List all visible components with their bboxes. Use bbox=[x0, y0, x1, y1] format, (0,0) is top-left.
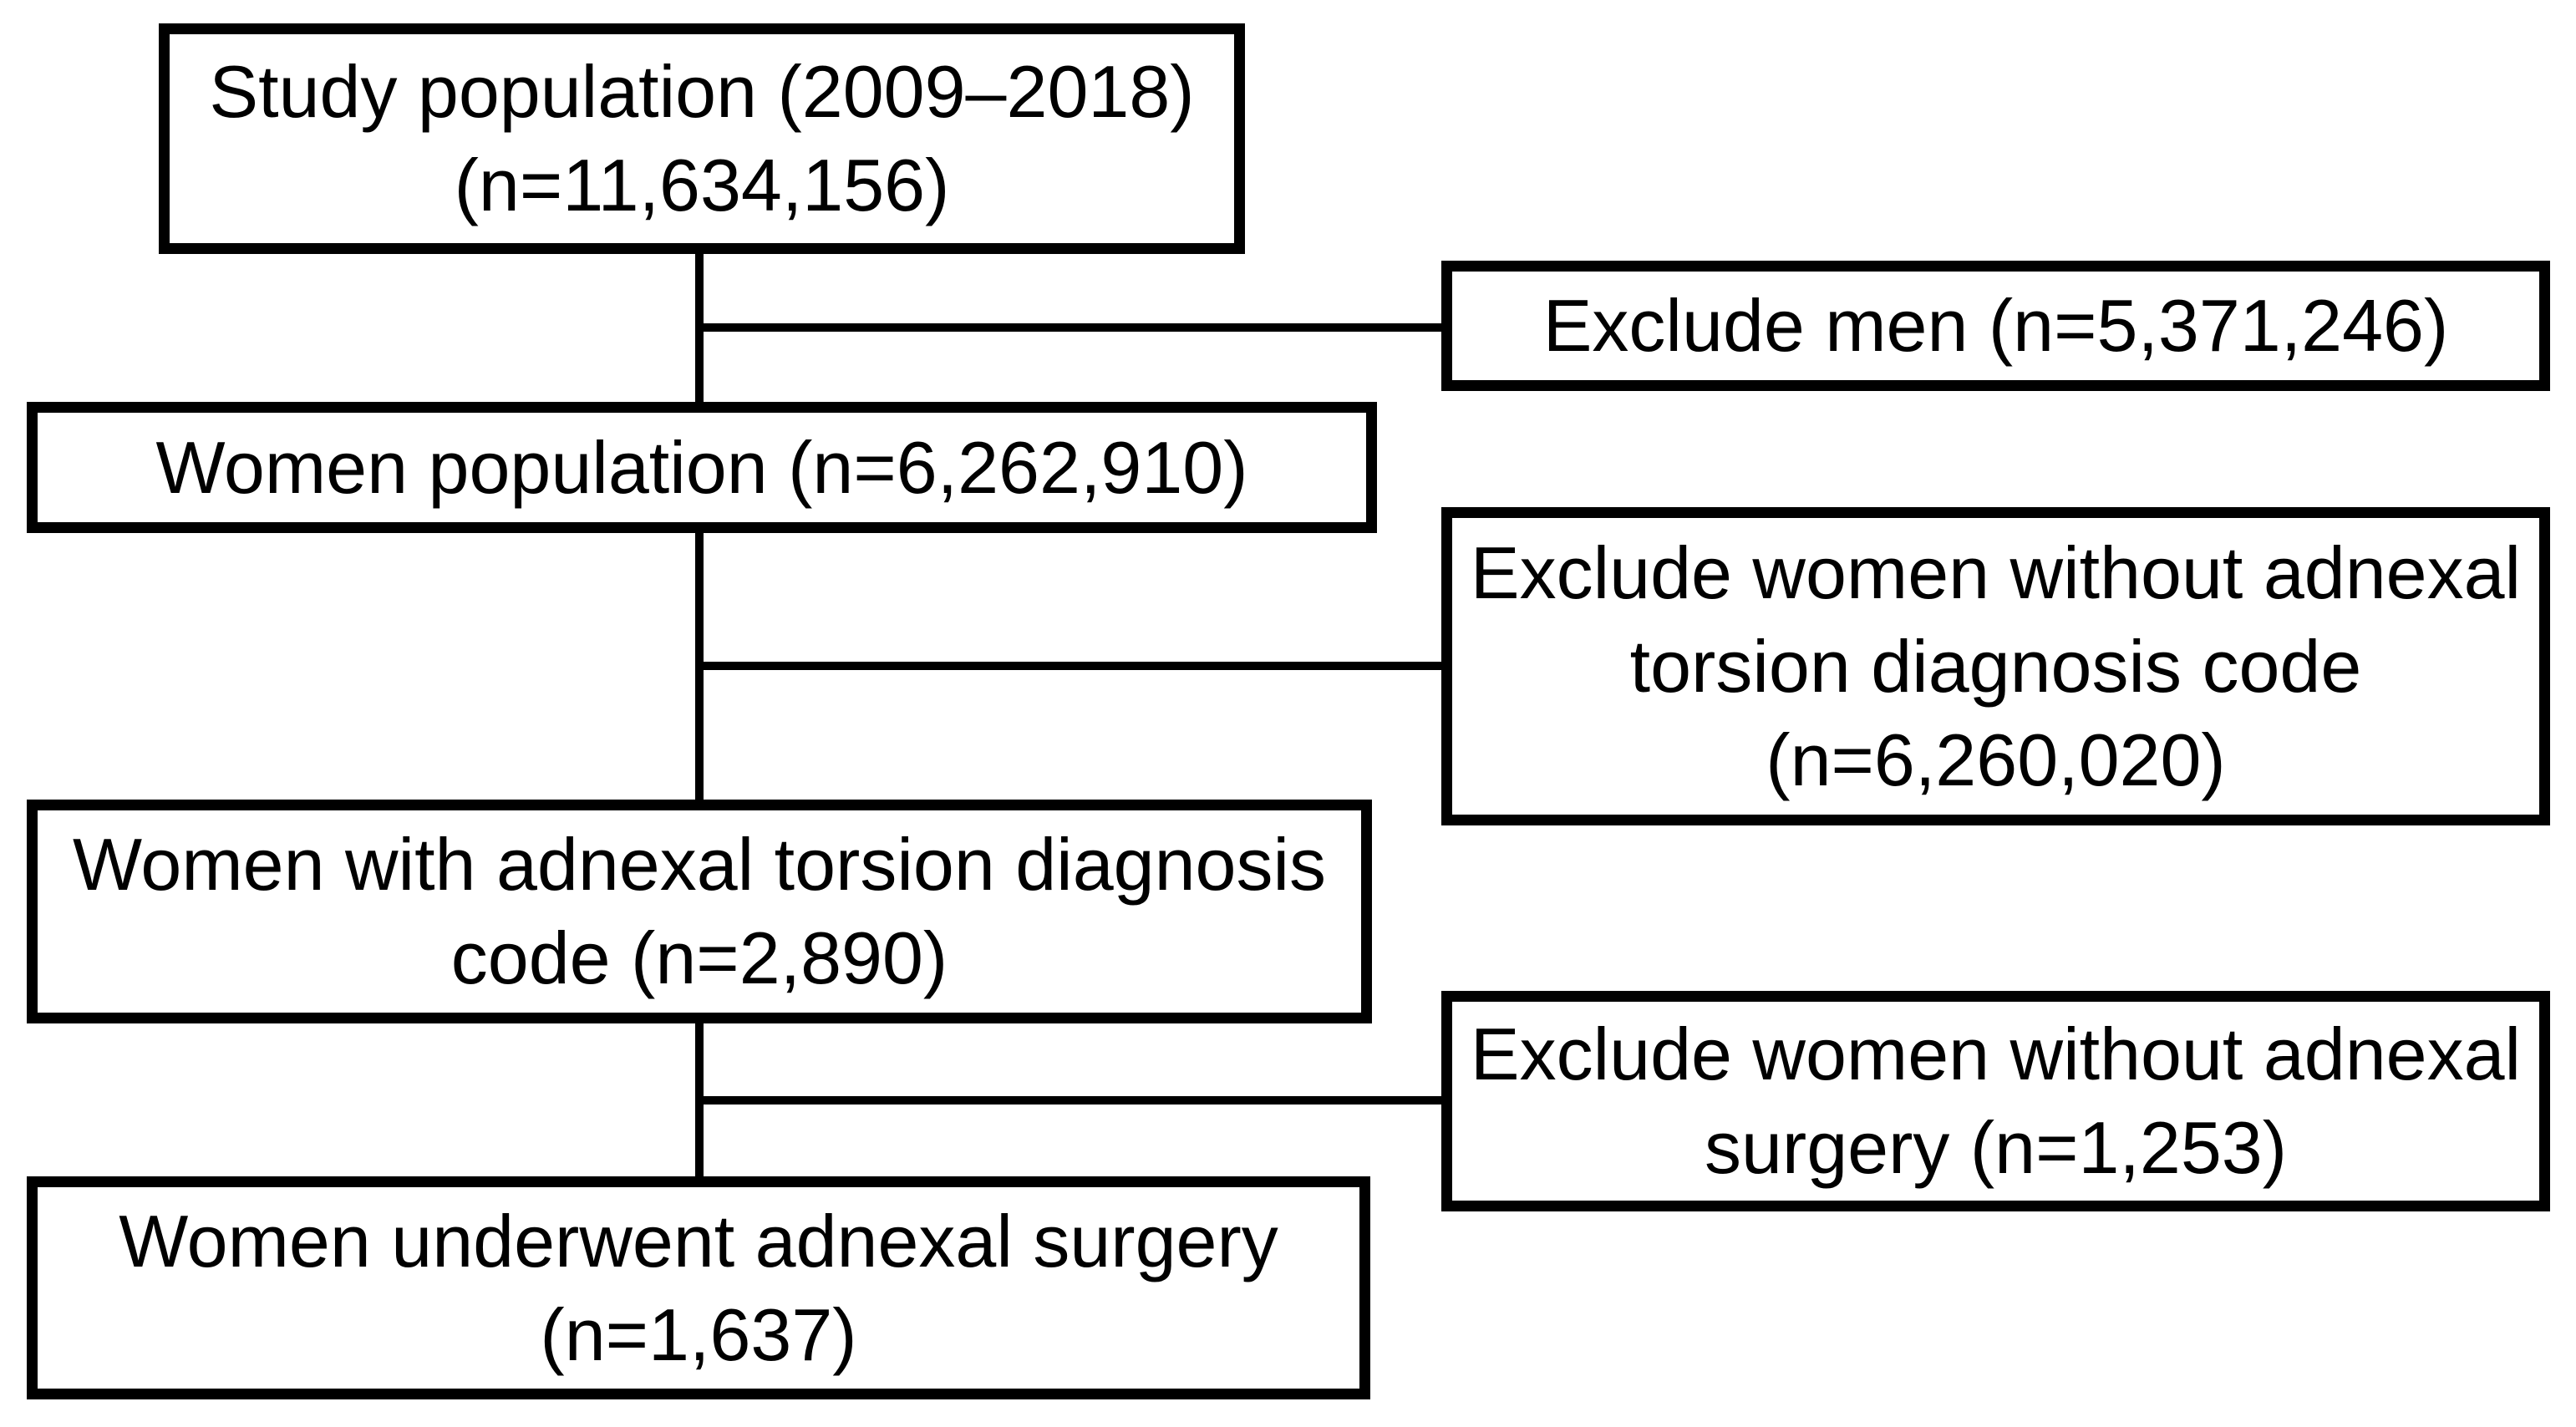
node-line: code (n=2,890) bbox=[450, 917, 948, 999]
node-line: (n=1,637) bbox=[540, 1292, 857, 1376]
node-women-population: Women population (n=6,262,910) bbox=[27, 402, 1377, 533]
node-line: surgery (n=1,253) bbox=[1704, 1106, 2288, 1189]
node-line: Women population (n=6,262,910) bbox=[155, 425, 1248, 509]
node-exclude-men: Exclude men (n=5,371,246) bbox=[1441, 261, 2550, 391]
node-line: torsion diagnosis code bbox=[1629, 624, 2362, 708]
node-line: Exclude women without adnexal bbox=[1470, 531, 2522, 614]
connector-branch-exclude-surgery bbox=[698, 1096, 1441, 1105]
node-exclude-without-torsion-code: Exclude women without adnexal torsion di… bbox=[1441, 507, 2550, 825]
node-line: (n=6,260,020) bbox=[1766, 718, 2226, 801]
node-study-population: Study population (2009–2018) (n=11,634,1… bbox=[159, 23, 1245, 254]
node-line: Exclude men (n=5,371,246) bbox=[1542, 284, 2449, 367]
node-line: Exclude women without adnexal bbox=[1470, 1013, 2522, 1095]
node-women-underwent-surgery: Women underwent adnexal surgery (n=1,637… bbox=[27, 1176, 1370, 1399]
node-line: Women with adnexal torsion diagnosis bbox=[72, 823, 1327, 906]
node-line: Study population (2009–2018) bbox=[209, 50, 1195, 133]
node-women-with-torsion-code: Women with adnexal torsion diagnosis cod… bbox=[27, 800, 1372, 1023]
connector-branch-exclude-men bbox=[698, 323, 1441, 332]
node-exclude-without-surgery: Exclude women without adnexal surgery (n… bbox=[1441, 991, 2550, 1211]
node-line: (n=11,634,156) bbox=[454, 144, 950, 226]
connector-branch-exclude-torsion bbox=[698, 662, 1441, 670]
node-line: Women underwent adnexal surgery bbox=[119, 1199, 1278, 1282]
